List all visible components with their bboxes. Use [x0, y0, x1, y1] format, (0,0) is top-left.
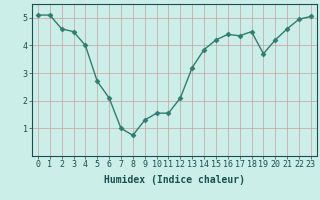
X-axis label: Humidex (Indice chaleur): Humidex (Indice chaleur) [104, 175, 245, 185]
